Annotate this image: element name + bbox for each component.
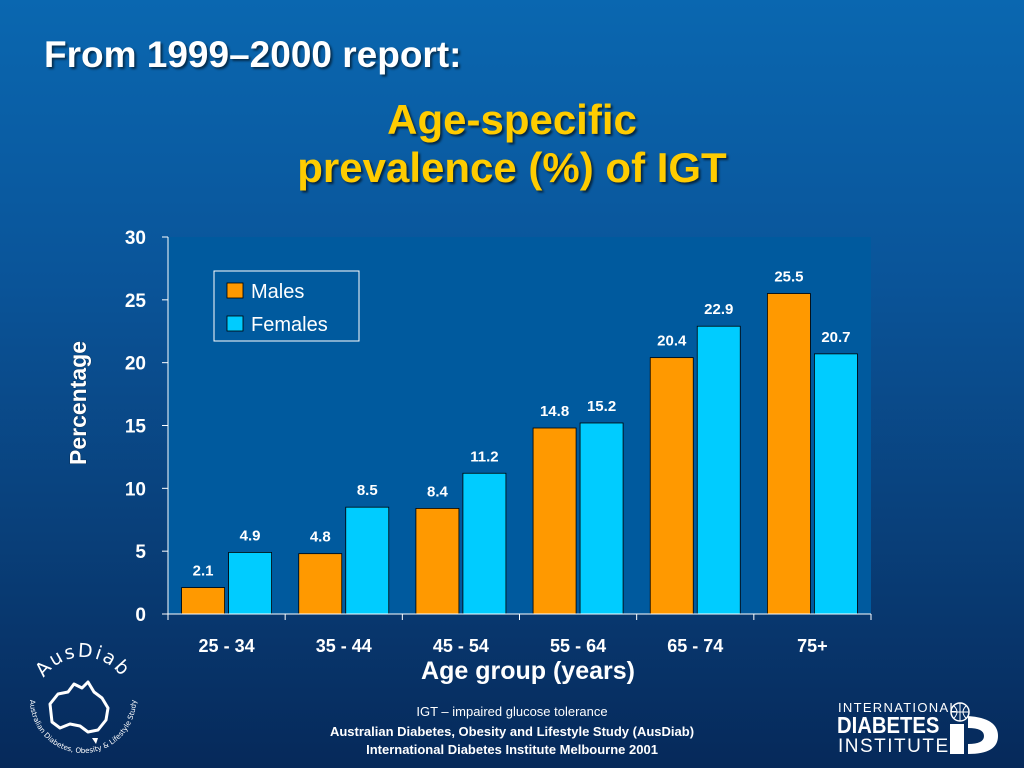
- idi-logo-mark: [950, 702, 998, 754]
- bar-females-5: [814, 353, 858, 615]
- x-axis-title: Age group (years): [421, 657, 635, 685]
- legend-label-females: Females: [251, 314, 328, 336]
- y-tick-label-4: 20: [125, 354, 146, 375]
- legend-swatch-males: [226, 282, 244, 299]
- chart-title-line-1: Age-specific: [387, 96, 637, 143]
- x-tick-label-2: 45 - 54: [433, 636, 489, 656]
- bar-males-4: [649, 357, 694, 615]
- svg-text:AusDiab: AusDiab: [31, 642, 135, 681]
- data-label-males-1: 4.8: [310, 529, 331, 546]
- bar-females-4: [696, 325, 741, 615]
- globe-meridian: [951, 703, 969, 721]
- idi-logo-line2: DIABETES: [837, 712, 940, 738]
- data-label-females-3: 15.2: [587, 398, 616, 415]
- x-tick-label-1: 35 - 44: [316, 636, 372, 656]
- chart-title-line-2: prevalence (%) of IGT: [297, 144, 727, 191]
- y-tick-label-3: 15: [125, 417, 147, 438]
- x-tick-label-4: 65 - 74: [667, 636, 723, 656]
- bar-males-0: [181, 587, 225, 615]
- data-label-females-2: 11.2: [470, 448, 498, 465]
- y-axis-title: Percentage: [65, 341, 91, 465]
- slide-header: From 1999–2000 report:: [44, 34, 462, 75]
- data-label-males-3: 14.8: [540, 403, 569, 420]
- bar-chart: 2.1 4.8 8.4 14.8 20.4 25.5 4.9 8.5 11.2 15.2 22.9 2…: [64, 228, 871, 685]
- x-tick-label-5: 75+: [797, 636, 828, 656]
- data-label-females-5: 20.7: [821, 329, 850, 346]
- footnote-institute: International Diabetes Institute Melbour…: [366, 742, 658, 757]
- y-tick-label-6: 30: [125, 228, 146, 249]
- y-tick-label-0: 0: [135, 605, 146, 626]
- australia-map-icon: [48, 680, 110, 734]
- x-tick-label-3: 55 - 64: [550, 636, 606, 656]
- data-label-males-4: 20.4: [657, 333, 687, 350]
- x-tick-label-0: 25 - 34: [199, 636, 255, 656]
- bar-females-2: [462, 472, 507, 615]
- tasmania-icon: [92, 738, 98, 744]
- bar-males-3: [532, 427, 577, 615]
- y-tick-label-1: 5: [135, 542, 146, 563]
- idi-logo-line3: INSTITUTE: [838, 736, 950, 757]
- data-label-males-0: 2.1: [193, 563, 214, 580]
- y-tick-label-2: 10: [125, 479, 146, 500]
- idi-d-mark: [950, 716, 998, 754]
- legend-label-males: Males: [251, 281, 304, 303]
- ausdiab-name: AusDiab: [31, 642, 133, 681]
- bar-males-1: [298, 553, 343, 615]
- ausdiab-logo: AusDiab Australian Diabetes, Obesity & L…: [28, 642, 138, 755]
- bar-males-5: [767, 293, 811, 615]
- y-tick-label-5: 25: [125, 291, 147, 312]
- idi-logo-line1: INTERNATIONAL: [838, 700, 958, 715]
- data-label-females-0: 4.9: [240, 527, 261, 544]
- data-label-females-1: 8.5: [357, 482, 378, 499]
- legend-swatch-females: [226, 315, 244, 332]
- data-label-males-5: 25.5: [774, 269, 803, 286]
- data-label-females-4: 22.9: [704, 301, 733, 318]
- legend: Males Females: [213, 270, 360, 342]
- bar-females-0: [228, 552, 272, 615]
- footnote-igt: IGT – impaired glucose tolerance: [416, 704, 608, 719]
- bar-females-1: [345, 506, 390, 615]
- bar-females-3: [579, 422, 624, 615]
- data-label-males-2: 8.4: [427, 483, 449, 500]
- bar-males-2: [415, 508, 460, 615]
- footnote-study: Australian Diabetes, Obesity and Lifesty…: [329, 724, 695, 739]
